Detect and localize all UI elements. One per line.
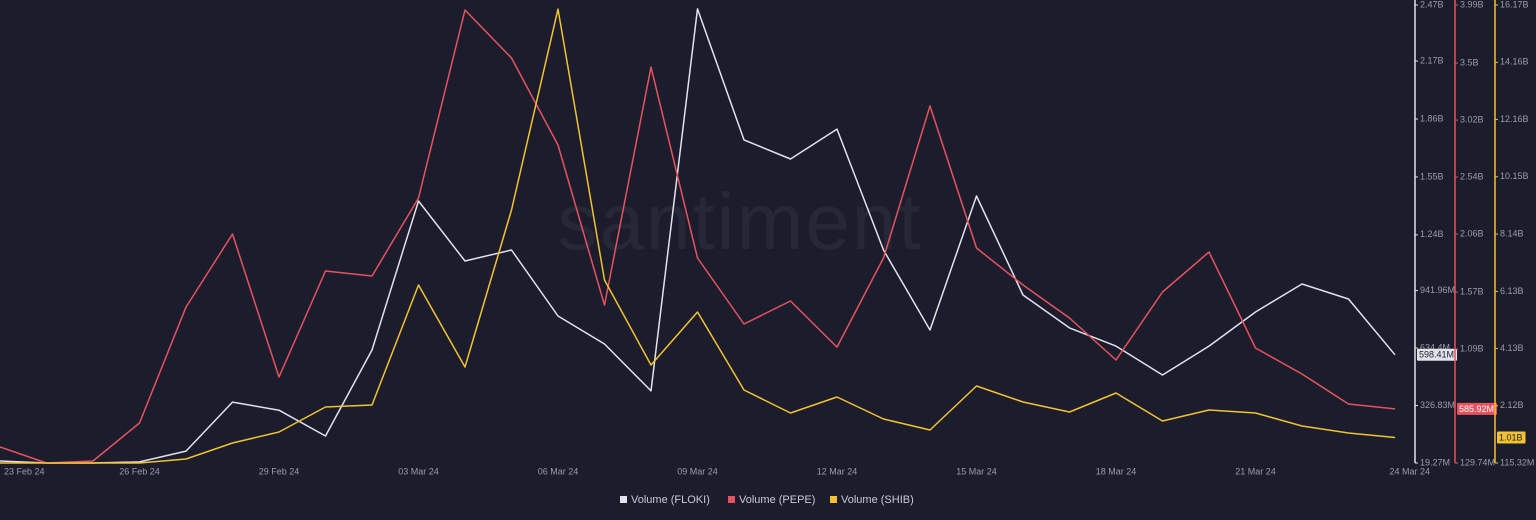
y-tick-label: 1.55B: [1420, 171, 1444, 181]
x-tick-label: 06 Mar 24: [538, 466, 579, 476]
y-tick-label: 2.54B: [1460, 171, 1484, 181]
y-tick-label: 19.27M: [1420, 457, 1450, 467]
y-tick-label: 129.74M: [1460, 457, 1495, 467]
legend-swatch: [830, 496, 837, 503]
y-tick-label: 115.32M: [1500, 457, 1534, 467]
legend: Volume (FLOKI) Volume (PEPE) Volume (SHIB): [620, 494, 914, 506]
y-tick-label: 12.16B: [1500, 114, 1529, 124]
y-tick-label: 1.86B: [1420, 113, 1444, 123]
y-tick-label: 16.17B: [1500, 0, 1529, 9]
x-tick-label: 18 Mar 24: [1096, 466, 1137, 476]
value-label-box: [1417, 348, 1458, 361]
y-tick-label: 2.12B: [1500, 400, 1524, 410]
y-tick-label: 1.09B: [1460, 343, 1484, 353]
y-tick-label: 2.47B: [1420, 0, 1444, 9]
series-line: [0, 9, 1396, 464]
y-tick-label: 3.5B: [1460, 58, 1479, 68]
y-tick-label: 4.13B: [1500, 343, 1524, 353]
y-tick-label: 2.06B: [1460, 228, 1484, 238]
value-label-text: 585.92M: [1459, 404, 1494, 414]
value-label-text: 1.01B: [1499, 432, 1523, 442]
legend-swatch: [728, 496, 735, 503]
y-tick-label: 8.14B: [1500, 228, 1524, 238]
value-label-box: [1497, 431, 1526, 444]
y-tick-label: 1.24B: [1420, 229, 1444, 239]
y-tick-label: 3.99B: [1460, 0, 1484, 9]
series-line: [0, 8, 1396, 464]
x-tick-label: 12 Mar 24: [817, 466, 858, 476]
x-tick-label: 09 Mar 24: [677, 466, 718, 476]
x-tick-label: 24 Mar 24: [1389, 466, 1430, 476]
y-tick-label: 10.15B: [1500, 171, 1529, 181]
legend-label: Volume (FLOKI): [631, 494, 710, 506]
value-label-text: 598.41M: [1419, 350, 1454, 360]
series-line: [0, 8, 1396, 464]
value-label: 585.92M: [1457, 402, 1498, 415]
watermark: santiment: [558, 177, 923, 266]
y-tick-label: 3.02B: [1460, 114, 1484, 124]
value-label-box: [1457, 402, 1498, 415]
x-tick-label: 29 Feb 24: [259, 466, 300, 476]
legend-label: Volume (PEPE): [739, 494, 815, 506]
x-tick-label: 03 Mar 24: [398, 466, 439, 476]
legend-swatch: [620, 496, 627, 503]
y-tick-label: 14.16B: [1500, 57, 1529, 67]
x-tick-label: 21 Mar 24: [1235, 466, 1276, 476]
y-tick-label: 2.17B: [1420, 55, 1444, 65]
y-tick-label: 6.13B: [1500, 286, 1524, 296]
x-tick-label: 15 Mar 24: [956, 466, 997, 476]
y-tick-label: 941.96M: [1420, 285, 1455, 295]
x-tick-label: 26 Feb 24: [119, 466, 160, 476]
y-tick-label: 326.83M: [1420, 400, 1455, 410]
y-tick-label: 1.57B: [1460, 286, 1484, 296]
y-tick-label: 634.4M: [1420, 342, 1450, 352]
value-label: 1.01B: [1497, 431, 1526, 444]
value-label: 598.41M: [1417, 348, 1458, 361]
legend-label: Volume (SHIB): [841, 494, 914, 506]
x-tick-label: 23 Feb 24: [4, 466, 45, 476]
